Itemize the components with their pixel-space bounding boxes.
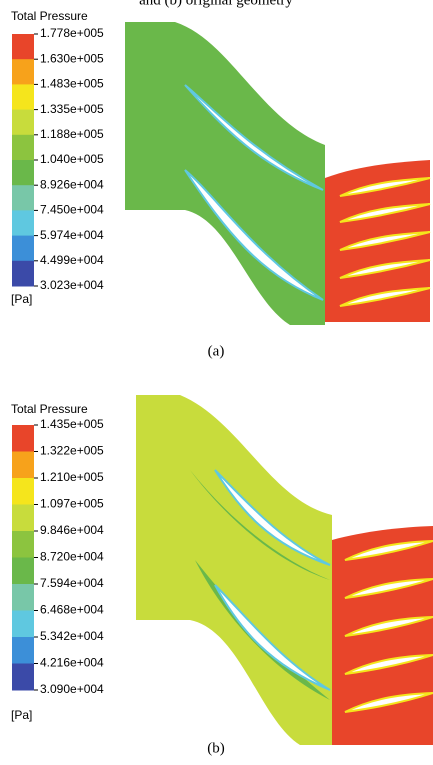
color-band [12,59,34,85]
color-band [12,210,34,237]
legend-label: 8.720e+004 [40,550,104,564]
color-band [12,637,34,664]
color-band [12,531,34,558]
legend-label: 3.023e+004 [40,278,104,292]
color-band [12,584,34,611]
color-band [12,160,34,186]
legend-label: 1.210e+005 [40,470,104,484]
color-band [12,504,34,532]
color-band [12,610,34,638]
color-band [12,663,34,691]
color-band [12,425,34,452]
legend-label: 1.778e+005 [40,26,104,40]
color-band [12,84,34,111]
color-band [12,34,34,60]
legend-label: 8.926e+004 [40,177,104,191]
contour-a [125,22,431,325]
color-band [12,235,34,262]
panel-caption: (a) [208,343,225,359]
legend-label: 5.342e+004 [40,629,104,643]
legend-label: 4.499e+004 [40,253,104,267]
legend-unit: [Pa] [11,292,32,306]
panel-caption: (b) [207,740,225,756]
legend-label: 7.450e+004 [40,203,104,217]
color-band [12,134,34,161]
legend-label: 3.090e+004 [40,682,104,696]
legend-label: 4.216e+004 [40,656,104,670]
contour-b [136,395,433,745]
legend-title: Total Pressure [11,402,88,416]
color-band [12,451,34,479]
legend-label: 1.483e+005 [40,77,104,91]
legend-label: 1.630e+005 [40,51,104,65]
color-band [12,185,34,211]
legend-label: 6.468e+004 [40,603,104,617]
legend-label: 1.097e+005 [40,497,104,511]
color-band [12,557,34,585]
legend-label: 1.188e+005 [40,127,104,141]
color-band [12,109,34,136]
color-band [12,260,34,287]
color-band [12,478,34,505]
legend-label: 1.040e+005 [40,152,104,166]
caption-top: and (b) original geometry [139,0,293,8]
legend-label: 7.594e+004 [40,576,104,590]
legend-label: 1.435e+005 [40,417,104,431]
legend-label: 5.974e+004 [40,228,104,242]
legend-label: 1.335e+005 [40,102,104,116]
legend-label: 9.846e+004 [40,523,104,537]
legend-label: 1.322e+005 [40,444,104,458]
legend-unit: [Pa] [11,708,32,722]
legend-title: Total Pressure [11,9,88,23]
